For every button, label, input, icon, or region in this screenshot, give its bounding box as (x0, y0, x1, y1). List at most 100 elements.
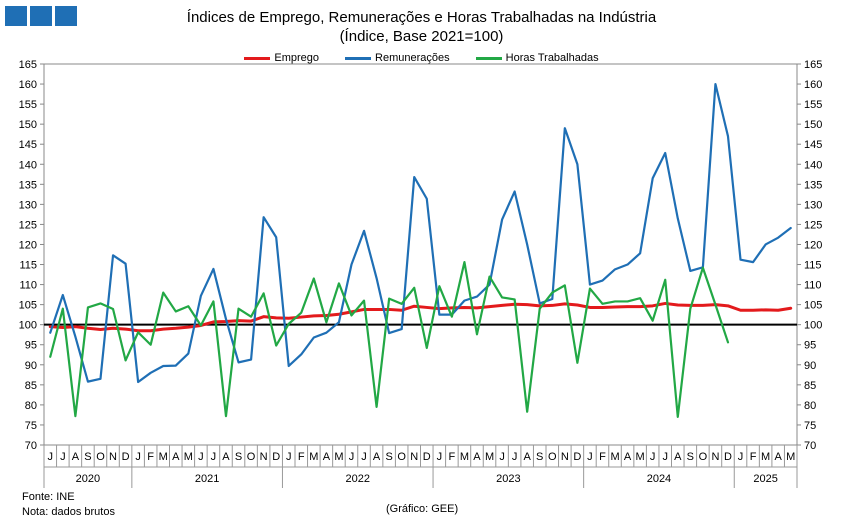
x-tick-label: O (699, 451, 708, 463)
y-tick-label-right: 140 (804, 159, 822, 171)
x-tick-label: J (650, 451, 656, 463)
legend-label: Horas Trabalhadas (505, 52, 599, 64)
legend-item-emprego: Emprego (244, 52, 319, 64)
x-tick-label: F (298, 451, 305, 463)
series-line-horas-trabalhadas (49, 261, 730, 419)
y-tick-label-right: 165 (804, 59, 822, 71)
x-tick-label: O (548, 451, 557, 463)
x-tick-label: M (761, 451, 770, 463)
y-tick-label-right: 125 (804, 219, 822, 231)
x-tick-label: J (512, 451, 518, 463)
x-tick-label: N (109, 451, 117, 463)
y-tick-label-left: 80 (25, 400, 37, 412)
year-label: 2021 (195, 473, 219, 485)
y-tick-label-left: 75 (25, 420, 37, 432)
x-tick-label: M (159, 451, 168, 463)
x-tick-label: J (60, 451, 66, 463)
x-tick-label: A (72, 451, 80, 463)
year-label: 2020 (76, 473, 100, 485)
y-tick-label-left: 100 (19, 320, 37, 332)
x-tick-label: J (48, 451, 54, 463)
x-tick-label: F (449, 451, 456, 463)
x-tick-label: F (599, 451, 606, 463)
y-tick-label-right: 90 (804, 360, 816, 372)
y-tick-label-left: 130 (19, 199, 37, 211)
x-tick-label: N (561, 451, 569, 463)
chart-credit: (Gráfico: GEE) (386, 503, 459, 515)
x-tick-label: M (485, 451, 494, 463)
x-tick-label: S (687, 451, 694, 463)
source-note: Fonte: INE (22, 491, 75, 503)
legend-swatch (244, 56, 271, 60)
y-tick-label-right: 85 (804, 380, 816, 392)
chart-title-block: Índices de Emprego, Remunerações e Horas… (0, 8, 843, 46)
y-tick-label-right: 75 (804, 420, 816, 432)
x-tick-label: S (536, 451, 543, 463)
x-tick-label: J (361, 451, 367, 463)
x-tick-label: A (172, 451, 180, 463)
legend-label: Remunerações (375, 52, 450, 64)
y-tick-label-left: 165 (19, 59, 37, 71)
y-tick-label-left: 120 (19, 239, 37, 251)
logo-block (55, 6, 77, 26)
y-tick-label-right: 120 (804, 239, 822, 251)
gee-logo (5, 6, 77, 26)
legend-swatch (475, 56, 502, 60)
x-tick-label: S (235, 451, 242, 463)
x-tick-label: A (473, 451, 481, 463)
plot-frame (43, 63, 798, 446)
x-tick-label: J (587, 451, 593, 463)
year-label: 2024 (647, 473, 671, 485)
y-tick-label-right: 155 (804, 99, 822, 111)
year-label: 2025 (753, 473, 777, 485)
x-tick-label: M (786, 451, 795, 463)
y-tick-label-right: 80 (804, 400, 816, 412)
y-tick-label-left: 110 (19, 280, 37, 292)
legend-item-horas-trabalhadas: Horas Trabalhadas (475, 52, 599, 64)
chart-title: Índices de Emprego, Remunerações e Horas… (186, 9, 657, 26)
x-tick-label: J (286, 451, 292, 463)
y-tick-label-left: 155 (19, 99, 37, 111)
y-tick-label-left: 105 (19, 300, 37, 312)
x-tick-label: O (397, 451, 406, 463)
x-tick-label: J (211, 451, 217, 463)
x-tick-label: O (96, 451, 105, 463)
x-tick-label: N (410, 451, 418, 463)
x-tick-label: D (724, 451, 732, 463)
legend-swatch (345, 56, 372, 60)
y-tick-label-right: 110 (804, 280, 822, 292)
y-tick-label-left: 150 (19, 119, 37, 131)
legend-label: Emprego (274, 52, 320, 64)
x-tick-label: A (323, 451, 331, 463)
logo-block (30, 6, 52, 26)
x-tick-label: M (460, 451, 469, 463)
x-tick-label: A (222, 451, 230, 463)
y-tick-label-left: 95 (25, 340, 37, 352)
x-tick-label: M (334, 451, 343, 463)
x-tick-label: A (674, 451, 682, 463)
chart-subtitle: (Índice, Base 2021=100) (339, 28, 504, 45)
x-tick-label: M (309, 451, 318, 463)
year-label: 2022 (346, 473, 370, 485)
y-tick-label-left: 145 (19, 139, 37, 151)
x-tick-label: F (147, 451, 154, 463)
x-tick-label: D (272, 451, 280, 463)
y-tick-label-right: 95 (804, 340, 816, 352)
y-tick-label-left: 70 (25, 440, 37, 452)
y-tick-label-left: 115 (19, 260, 37, 272)
y-tick-label-right: 105 (804, 300, 822, 312)
x-tick-label: S (84, 451, 91, 463)
x-tick-label: J (499, 451, 505, 463)
y-tick-label-right: 70 (804, 440, 816, 452)
x-tick-label: A (524, 451, 532, 463)
x-tick-label: J (437, 451, 443, 463)
y-tick-label-left: 125 (19, 219, 37, 231)
y-tick-label-right: 115 (804, 260, 822, 272)
y-tick-label-right: 100 (804, 320, 822, 332)
x-tick-label: A (624, 451, 632, 463)
y-tick-label-left: 160 (19, 79, 37, 91)
x-tick-label: F (750, 451, 757, 463)
y-tick-label-left: 140 (19, 159, 37, 171)
year-label: 2023 (496, 473, 520, 485)
x-tick-label: A (775, 451, 783, 463)
